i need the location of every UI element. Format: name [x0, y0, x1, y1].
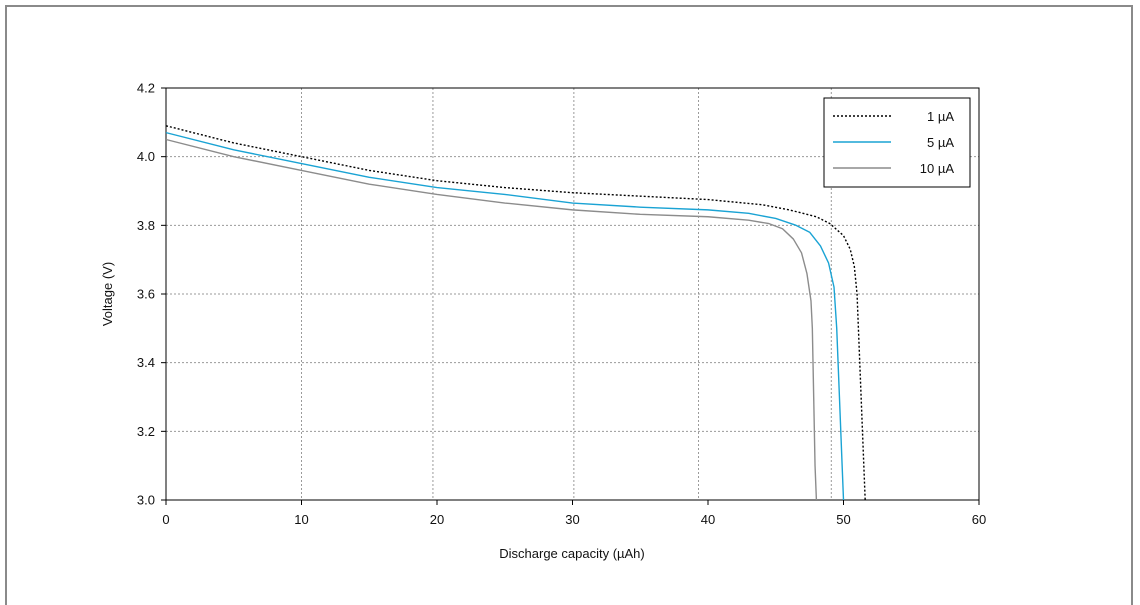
- legend: 1 µA 5 µA 10 µA: [823, 97, 971, 188]
- x-tick-label: 50: [836, 512, 850, 527]
- legend-label: 1 µA: [927, 109, 954, 124]
- series-line: [165, 138, 818, 501]
- x-tick-label: 40: [701, 512, 715, 527]
- y-tick-label: 4.0: [137, 149, 155, 164]
- series-line: [165, 131, 845, 501]
- y-tick-label: 3.0: [137, 493, 155, 508]
- x-tick-label: 60: [972, 512, 986, 527]
- x-axis-label: Discharge capacity (µAh): [499, 546, 645, 561]
- x-axis-ticks: 0 10 20 30 40 50 60: [162, 500, 986, 527]
- y-tick-label: 3.8: [137, 218, 155, 233]
- legend-label: 10 µA: [920, 161, 955, 176]
- y-tick-label: 3.6: [137, 287, 155, 302]
- x-tick-label: 20: [430, 512, 444, 527]
- y-tick-label: 3.2: [137, 424, 155, 439]
- y-axis-label: Voltage (V): [100, 262, 115, 326]
- y-axis-ticks: 3.0 3.2 3.4 3.6 3.8 4.0 4.2: [137, 81, 166, 508]
- y-tick-label: 3.4: [137, 355, 155, 370]
- x-tick-label: 0: [162, 512, 169, 527]
- series-lines: [165, 125, 866, 501]
- x-tick-label: 30: [565, 512, 579, 527]
- legend-label: 5 µA: [927, 135, 954, 150]
- x-tick-label: 10: [294, 512, 308, 527]
- y-tick-label: 4.2: [137, 81, 155, 96]
- series-line: [165, 125, 866, 501]
